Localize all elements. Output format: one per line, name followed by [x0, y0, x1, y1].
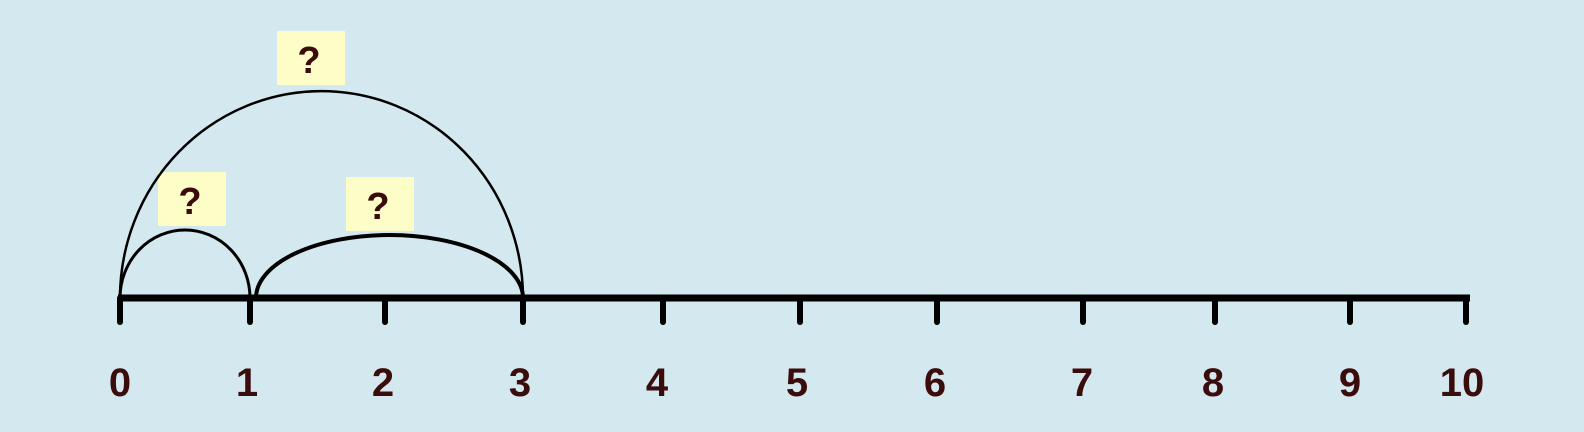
tick-label: 9: [1339, 361, 1361, 405]
jump-label: ?: [297, 40, 320, 82]
jump-arc: [118, 228, 252, 299]
jump-arc: [118, 89, 525, 299]
tick-label: 4: [646, 361, 669, 405]
jump-label-box: [158, 172, 226, 226]
tick-label: 7: [1071, 361, 1093, 405]
jump-arc: [254, 233, 525, 299]
tick-label: 0: [109, 361, 131, 405]
jump-label-box: [277, 31, 345, 85]
tick-label: 1: [236, 361, 258, 405]
jump-label: ?: [178, 181, 201, 223]
tick-label: 2: [372, 361, 394, 405]
jump-label: ?: [366, 186, 389, 228]
tick-label: 10: [1440, 361, 1485, 405]
tick-label: 8: [1202, 361, 1224, 405]
tick-label: 5: [786, 361, 808, 405]
tick-label: 3: [509, 361, 531, 405]
jump-label-box: [346, 177, 414, 231]
tick-label: 6: [924, 361, 946, 405]
